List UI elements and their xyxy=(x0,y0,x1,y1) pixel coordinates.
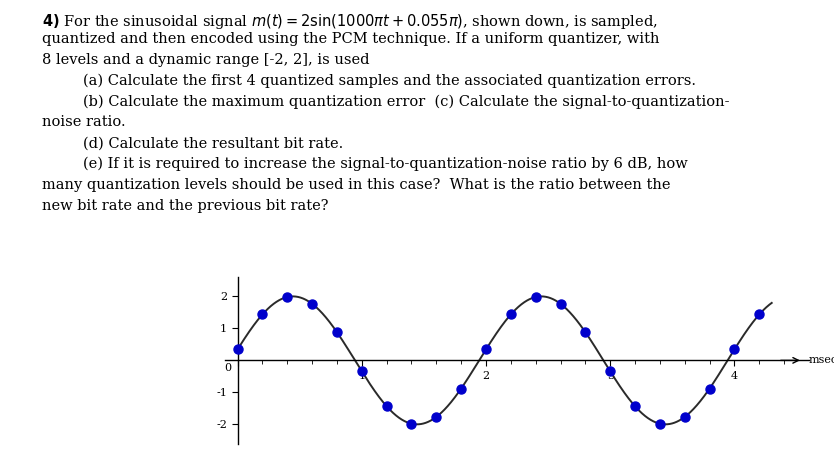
Point xyxy=(554,300,567,308)
Text: 0: 0 xyxy=(224,363,231,373)
Text: many quantization levels should be used in this case?  What is the ratio between: many quantization levels should be used … xyxy=(42,178,671,192)
Point xyxy=(280,293,294,301)
Text: (e) If it is required to increase the signal-to-quantization-noise ratio by 6 dB: (e) If it is required to increase the si… xyxy=(83,157,688,171)
Point xyxy=(752,311,766,318)
Point xyxy=(703,385,716,392)
Point xyxy=(480,346,493,353)
Point xyxy=(678,413,691,420)
Point xyxy=(355,368,369,375)
Point xyxy=(231,346,244,353)
Text: msec: msec xyxy=(809,355,834,365)
Text: (d) Calculate the resultant bit rate.: (d) Calculate the resultant bit rate. xyxy=(83,136,344,150)
Point xyxy=(380,402,394,410)
Point xyxy=(330,328,344,336)
Point xyxy=(455,385,468,392)
Text: quantized and then encoded using the PCM technique. If a uniform quantizer, with: quantized and then encoded using the PCM… xyxy=(42,32,659,46)
Point xyxy=(256,311,269,318)
Point xyxy=(628,402,641,410)
Point xyxy=(305,300,319,308)
Point xyxy=(505,311,518,318)
Point xyxy=(604,368,617,375)
Text: new bit rate and the previous bit rate?: new bit rate and the previous bit rate? xyxy=(42,199,329,213)
Point xyxy=(653,420,666,427)
Text: (b) Calculate the maximum quantization error  (c) Calculate the signal-to-quanti: (b) Calculate the maximum quantization e… xyxy=(83,95,730,109)
Point xyxy=(404,420,418,427)
Text: noise ratio.: noise ratio. xyxy=(42,116,125,129)
Point xyxy=(430,413,443,420)
Point xyxy=(579,328,592,336)
Point xyxy=(728,346,741,353)
Text: 8 levels and a dynamic range [-2, 2], is used: 8 levels and a dynamic range [-2, 2], is… xyxy=(42,53,369,67)
Text: (a) Calculate the first 4 quantized samples and the associated quantization erro: (a) Calculate the first 4 quantized samp… xyxy=(83,74,696,88)
Point xyxy=(529,293,542,301)
Text: $\mathbf{4)}$ For the sinusoidal signal $m(t) = 2\sin(1000\pi t + 0.055\pi)$, sh: $\mathbf{4)}$ For the sinusoidal signal … xyxy=(42,12,657,30)
